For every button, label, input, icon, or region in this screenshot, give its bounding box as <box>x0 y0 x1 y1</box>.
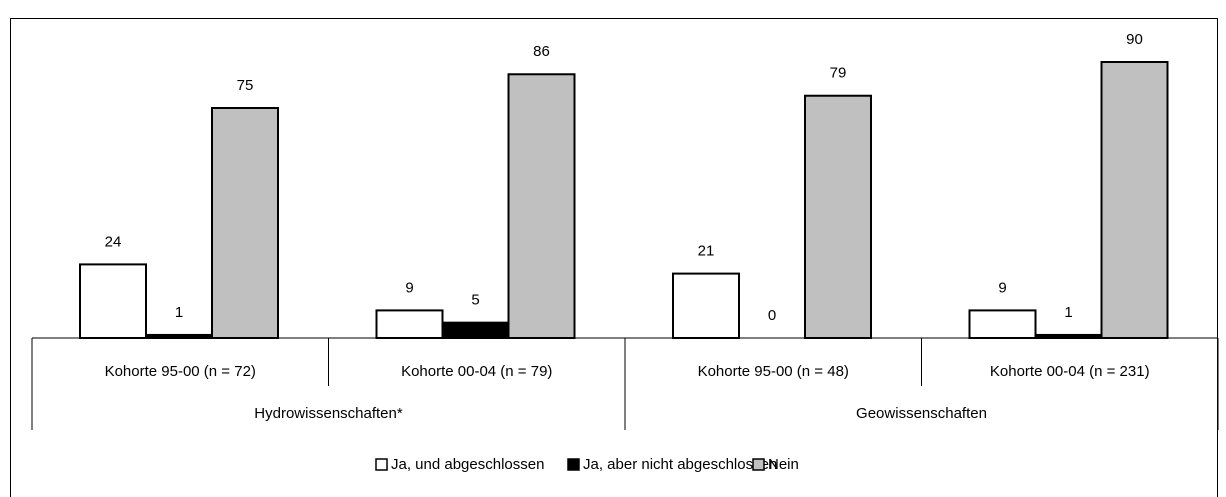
value-label: 90 <box>1126 31 1143 48</box>
category-label: Kohorte 95-00 (n = 72) <box>105 363 256 380</box>
bar <box>1100 61 1169 339</box>
value-label: 1 <box>1064 304 1072 321</box>
value-label: 9 <box>405 279 413 296</box>
value-label: 1 <box>175 304 183 321</box>
category-label: Kohorte 95-00 (n = 48) <box>698 363 849 380</box>
value-label: 21 <box>698 243 715 260</box>
legend-swatch <box>752 458 765 471</box>
legend-swatch <box>375 458 388 471</box>
bar <box>804 94 872 339</box>
bar <box>79 263 147 339</box>
bar <box>672 272 740 340</box>
category-label: Kohorte 00-04 (n = 79) <box>401 363 552 380</box>
bar <box>507 73 576 340</box>
value-label: 0 <box>768 307 776 324</box>
group-label: Hydrowissenschaften* <box>254 405 403 422</box>
legend-label: Ja, aber nicht abgeschlossen <box>583 456 777 473</box>
bar <box>375 309 444 339</box>
legend-label: Ja, und abgeschlossen <box>391 456 544 473</box>
value-label: 24 <box>105 233 122 250</box>
bar <box>968 309 1037 339</box>
value-label: 79 <box>830 65 847 82</box>
legend-swatch <box>567 458 580 471</box>
category-label: Kohorte 00-04 (n = 231) <box>990 363 1150 380</box>
frame <box>10 18 1218 497</box>
bar <box>211 107 279 339</box>
value-label: 86 <box>533 43 550 60</box>
value-label: 5 <box>471 292 479 309</box>
value-label: 9 <box>998 279 1006 296</box>
group-label: Geowissenschaften <box>856 405 987 422</box>
bar <box>441 321 510 339</box>
legend-label: Nein <box>768 456 799 473</box>
value-label: 75 <box>237 77 254 94</box>
